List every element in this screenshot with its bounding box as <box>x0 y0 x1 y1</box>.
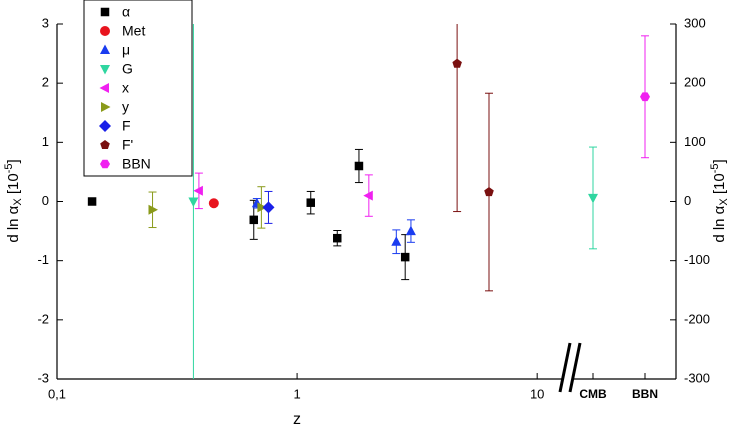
data-point <box>391 236 402 246</box>
axis-break <box>558 342 572 393</box>
y-tick-label: -1 <box>37 252 49 267</box>
x-category-label: CMB <box>579 387 607 401</box>
data-point <box>257 202 267 213</box>
y2-tick-label: 200 <box>684 75 706 90</box>
plot-area <box>87 24 650 379</box>
y2-axis-label: d ln αX [10-5] <box>709 159 730 242</box>
data-point <box>452 58 462 68</box>
y-tick-label: 0 <box>42 193 49 208</box>
legend-marker <box>100 159 110 169</box>
x-category-label: BBN <box>632 387 658 401</box>
y2-tick-label: -100 <box>684 252 710 267</box>
legend-label: F <box>122 118 131 134</box>
x-tick-label: 10 <box>530 386 544 401</box>
legend-label: BBN <box>122 156 151 172</box>
y2-tick-label: 0 <box>684 193 691 208</box>
legend-marker <box>100 140 110 149</box>
legend-marker <box>100 7 110 17</box>
data-point <box>333 233 342 243</box>
y-tick-label: -2 <box>37 311 49 326</box>
y2-tick-label: 300 <box>684 15 706 30</box>
legend-label: y <box>122 99 129 115</box>
legend-marker <box>101 102 111 112</box>
y2-tick-label: -200 <box>684 311 710 326</box>
data-point <box>484 187 494 197</box>
data-point <box>588 193 598 204</box>
legend-label: G <box>122 61 133 77</box>
y-axis-label: d ln αX [10-5] <box>3 159 24 242</box>
legend-label: x <box>122 80 129 96</box>
legend-label: μ <box>122 42 130 58</box>
legend-marker <box>100 44 110 54</box>
data-point <box>208 198 219 209</box>
legend-marker <box>99 83 109 93</box>
axis-break <box>568 342 582 393</box>
data-point <box>400 252 410 262</box>
y-tick-label: 3 <box>42 15 49 30</box>
legend-label: Met <box>122 23 145 39</box>
data-point <box>249 215 259 225</box>
legend-marker <box>100 26 110 36</box>
data-point <box>306 198 315 207</box>
y-tick-label: -3 <box>37 370 49 385</box>
y2-tick-label: 100 <box>684 134 706 149</box>
data-point <box>262 201 275 214</box>
data-point <box>193 185 203 196</box>
y-tick-label: 2 <box>42 75 49 90</box>
legend-label: F' <box>122 137 133 153</box>
legend-marker <box>100 65 110 75</box>
y-tick-label: 1 <box>42 134 49 149</box>
data-point <box>640 92 650 102</box>
data-point <box>87 197 97 206</box>
x-axis-label: z <box>293 411 301 428</box>
data-point <box>188 197 199 207</box>
legend-label: α <box>122 4 130 20</box>
y2-tick-label: -300 <box>684 370 710 385</box>
data-point <box>148 204 158 215</box>
x-tick-label: 0,1 <box>48 386 66 401</box>
x-tick-label: 1 <box>293 386 300 401</box>
data-point <box>354 161 364 171</box>
data-point <box>363 190 373 201</box>
data-point <box>405 225 416 236</box>
legend-marker <box>99 120 111 132</box>
